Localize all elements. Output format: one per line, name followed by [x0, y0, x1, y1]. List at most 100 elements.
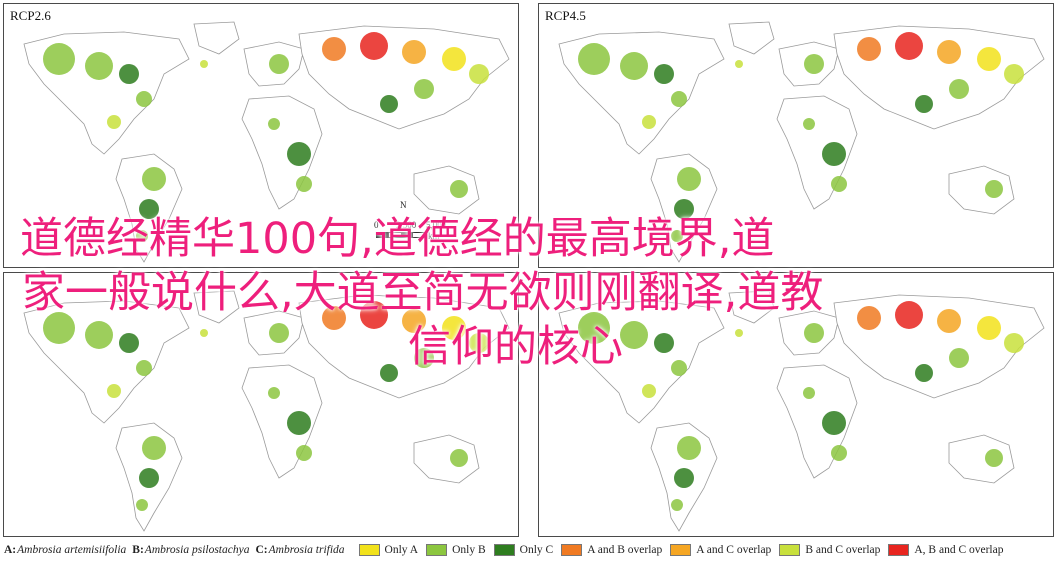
distribution-area: [268, 118, 280, 130]
distribution-area: [360, 301, 388, 329]
map-panel-rcp45: RCP4.5: [538, 3, 1054, 268]
legend-item-only-c: Only C: [493, 544, 553, 556]
overlay-title: 道德经精华100句,道德经的最高境界,道 家一般说什么,大道至简无欲则刚翻译,道…: [0, 212, 1063, 374]
distribution-area: [915, 364, 933, 382]
distribution-area: [142, 167, 166, 191]
distribution-area: [803, 387, 815, 399]
overlay-line-1: 道德经精华100句,道德经的最高境界,道: [20, 214, 775, 264]
scale-units: km: [428, 231, 440, 241]
map-panel-4: [538, 272, 1054, 537]
distribution-area: [895, 301, 923, 329]
continent-australia: [413, 165, 480, 215]
distribution-area: [380, 95, 398, 113]
distribution-area: [296, 176, 312, 192]
distribution-area: [142, 436, 166, 460]
distribution-area: [200, 60, 208, 68]
distribution-area: [1004, 333, 1024, 353]
distribution-area: [414, 79, 434, 99]
distribution-area: [977, 316, 1001, 340]
legend-item-only-b: Only B: [426, 544, 486, 556]
distribution-area: [469, 333, 489, 353]
continent-greenland: [728, 290, 775, 324]
distribution-area: [642, 115, 656, 129]
distribution-area: [119, 64, 139, 84]
distribution-area: [322, 306, 346, 330]
scale-zero: 0: [374, 220, 379, 230]
panel-label: RCP4.5: [545, 8, 586, 23]
distribution-area: [735, 329, 743, 337]
legend-species-c: C: Ambrosia trifida: [255, 544, 345, 556]
swatch: [779, 544, 801, 556]
world-map: [558, 21, 1045, 263]
distribution-area: [654, 333, 674, 353]
distribution-area: [671, 230, 683, 242]
map-panel-rcp26: RCP2.6 N 0 2,500 5,000 km: [3, 3, 519, 268]
distribution-area: [119, 333, 139, 353]
distribution-area: [414, 348, 434, 368]
continent-greenland: [193, 290, 240, 324]
distribution-area: [402, 309, 426, 333]
distribution-area: [85, 321, 113, 349]
distribution-area: [822, 411, 846, 435]
legend-item-a-c: A and C overlap: [670, 544, 771, 556]
distribution-area: [200, 329, 208, 337]
distribution-area: [269, 323, 289, 343]
distribution-area: [107, 115, 121, 129]
distribution-area: [831, 176, 847, 192]
distribution-area: [977, 47, 1001, 71]
scale-bar-graphic: [376, 232, 426, 238]
continent-australia: [948, 165, 1015, 215]
distribution-area: [269, 54, 289, 74]
distribution-area: [380, 364, 398, 382]
distribution-area: [895, 32, 923, 60]
distribution-area: [450, 449, 468, 467]
overlay-line-2: 家一般说什么,大道至简无欲则刚翻译,道教: [22, 268, 824, 318]
distribution-area: [671, 499, 683, 511]
distribution-area: [677, 436, 701, 460]
distribution-area: [469, 64, 489, 84]
distribution-area: [620, 52, 648, 80]
distribution-area: [287, 142, 311, 166]
distribution-area: [136, 360, 152, 376]
legend-species-b: B: Ambrosia psilostachya: [132, 544, 250, 556]
distribution-area: [322, 37, 346, 61]
distribution-area: [677, 167, 701, 191]
swatch: [493, 544, 515, 556]
distribution-area: [674, 199, 694, 219]
distribution-area: [620, 321, 648, 349]
north-arrow: N: [400, 200, 407, 210]
distribution-area: [735, 60, 743, 68]
distribution-area: [642, 384, 656, 398]
scale-mid: 2,500: [396, 220, 417, 230]
continent-greenland: [728, 21, 775, 55]
panel-label: RCP2.6: [10, 8, 51, 23]
distribution-area: [937, 309, 961, 333]
swatch: [670, 544, 692, 556]
distribution-area: [949, 348, 969, 368]
legend: A: Ambrosia artemisiifolia B: Ambrosia psi…: [4, 542, 1060, 558]
legend-item-a-b: A and B overlap: [561, 544, 662, 556]
distribution-area: [107, 384, 121, 398]
distribution-area: [822, 142, 846, 166]
world-map: [23, 290, 510, 532]
world-map: [558, 290, 1045, 532]
distribution-area: [654, 64, 674, 84]
distribution-area: [450, 180, 468, 198]
distribution-area: [949, 79, 969, 99]
legend-item-b-c: B and C overlap: [779, 544, 880, 556]
legend-item-a-b-c: A, B and C overlap: [888, 544, 1003, 556]
distribution-area: [671, 91, 687, 107]
map-panel-3: [3, 272, 519, 537]
scale-end: 5,000: [426, 220, 447, 230]
distribution-area: [139, 468, 159, 488]
north-label: N: [400, 200, 407, 210]
distribution-area: [671, 360, 687, 376]
distribution-area: [578, 43, 610, 75]
distribution-area: [139, 199, 159, 219]
distribution-area: [43, 43, 75, 75]
swatch: [561, 544, 583, 556]
swatch: [426, 544, 448, 556]
legend-item-only-a: Only A: [358, 544, 418, 556]
distribution-area: [915, 95, 933, 113]
continent-australia: [948, 434, 1015, 484]
